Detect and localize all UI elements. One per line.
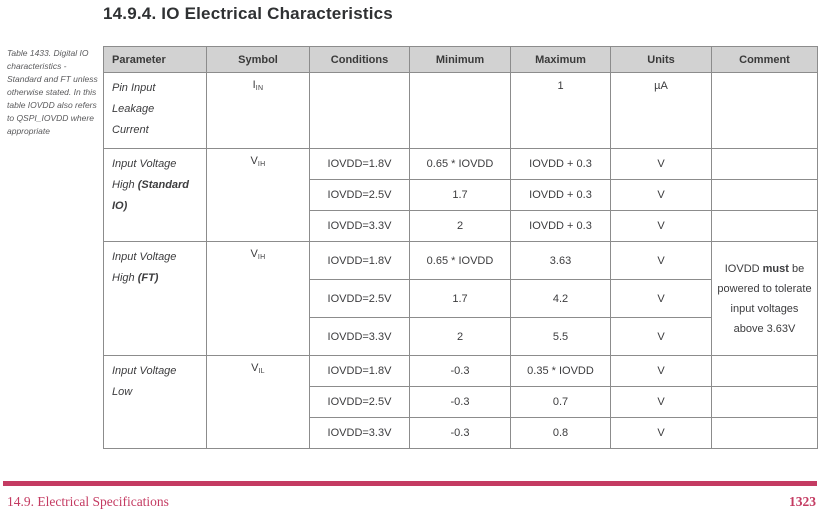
minimum-cell: -0.3 [409, 417, 511, 449]
condition-cell: IOVDD=1.8V [309, 241, 410, 280]
column-header-maximum: Maximum [510, 46, 611, 73]
minimum-cell: 2 [409, 317, 511, 356]
io-electrical-characteristics-table: Parameter Symbol Conditions Minimum Maxi… [103, 46, 818, 449]
footer-page-number: 1323 [789, 494, 816, 509]
minimum-cell: 2 [409, 210, 511, 242]
minimum-cell: 1.7 [409, 279, 511, 318]
units-cell: µA [610, 72, 712, 149]
minimum-cell [409, 72, 511, 149]
units-cell: V [610, 241, 712, 280]
parameter-text: Input Voltage High [112, 158, 177, 191]
comment-cell [711, 417, 818, 449]
condition-cell: IOVDD=1.8V [309, 148, 410, 180]
condition-cell: IOVDD=2.5V [309, 279, 410, 318]
units-cell: V [610, 279, 712, 318]
column-header-comment: Comment [711, 46, 818, 73]
table-row: IOVDD=2.5V 1.7 4.2 V [104, 279, 818, 318]
column-header-minimum: Minimum [409, 46, 511, 73]
parameter-text: Pin Input Leakage Current [112, 82, 156, 136]
parameter-text: Input Voltage Low [112, 365, 177, 398]
units-cell: V [610, 417, 712, 449]
symbol-base: V [250, 155, 258, 167]
comment-cell [711, 148, 818, 180]
condition-cell: IOVDD=3.3V [309, 417, 410, 449]
column-header-symbol: Symbol [206, 46, 310, 73]
maximum-cell: 5.5 [510, 317, 611, 356]
minimum-cell: 0.65 * IOVDD [409, 148, 511, 180]
symbol-subscript: IH [257, 254, 266, 261]
units-cell: V [610, 210, 712, 242]
units-cell: V [610, 148, 712, 180]
maximum-cell: 3.63 [510, 241, 611, 280]
symbol-subscript: IH [257, 161, 266, 168]
table-row: IOVDD=3.3V 2 5.5 V [104, 317, 818, 356]
units-cell: V [610, 386, 712, 418]
condition-cell: IOVDD=2.5V [309, 386, 410, 418]
comment-text: IOVDD [724, 262, 763, 275]
minimum-cell: 0.65 * IOVDD [409, 241, 511, 280]
condition-cell [309, 72, 410, 149]
symbol-base: I [252, 79, 256, 91]
maximum-cell: 4.2 [510, 279, 611, 318]
table-header-row: Parameter Symbol Conditions Minimum Maxi… [103, 46, 818, 73]
parameter-cell: Pin Input Leakage Current [103, 72, 207, 149]
units-cell: V [610, 179, 712, 211]
condition-cell: IOVDD=2.5V [309, 179, 410, 211]
column-header-units: Units [610, 46, 712, 73]
maximum-cell: 1 [510, 72, 611, 149]
table-row: Input Voltage High (FT) VIH IOVDD=1.8V 0… [103, 241, 818, 356]
condition-cell: IOVDD=3.3V [309, 210, 410, 242]
units-cell: V [610, 317, 712, 356]
parameter-bold-text: (Standard IO) [112, 179, 190, 212]
table-row: Input Voltage Low VIL IOVDD=1.8V -0.3 0.… [103, 355, 818, 449]
maximum-cell: 0.7 [510, 386, 611, 418]
table-row: IOVDD=3.3V -0.3 0.8 V [104, 417, 818, 449]
page-footer: 14.9. Electrical Specifications 1323 [7, 494, 816, 510]
table-row: Input Voltage High (Standard IO) VIH IOV… [103, 148, 818, 242]
units-cell: V [610, 355, 712, 387]
comment-cell: IOVDD must be powered to tolerate input … [711, 241, 818, 356]
symbol-subscript: IL [258, 368, 265, 375]
parameter-bold-text: (FT) [137, 272, 159, 284]
comment-cell [711, 355, 818, 387]
comment-bold-text: must [762, 262, 789, 275]
comment-cell [711, 386, 818, 418]
table-row: IOVDD=2.5V -0.3 0.7 V [104, 386, 818, 418]
symbol-subscript: IN [255, 85, 264, 92]
footer-section-title: 14.9. Electrical Specifications [7, 494, 169, 509]
maximum-cell: IOVDD + 0.3 [510, 210, 611, 242]
comment-cell [711, 179, 818, 211]
table-caption-note: Table 1433. Digital IO characteristics -… [7, 48, 98, 136]
column-header-conditions: Conditions [309, 46, 410, 73]
symbol-cell: VIL [206, 355, 310, 449]
minimum-cell: -0.3 [409, 355, 511, 387]
comment-text: be powered to tolerate input voltages ab… [717, 262, 812, 335]
maximum-cell: 0.35 * IOVDD [510, 355, 611, 387]
symbol-base: V [251, 362, 259, 374]
parameter-cell: Input Voltage High (FT) [103, 241, 207, 356]
symbol-cell: VIH [206, 241, 310, 356]
condition-cell: IOVDD=1.8V [309, 355, 410, 387]
maximum-cell: 0.8 [510, 417, 611, 449]
table-row: Pin Input Leakage Current IIN 1 µA [103, 72, 818, 149]
parameter-cell: Input Voltage Low [103, 355, 207, 449]
symbol-base: V [250, 248, 258, 260]
parameter-text: Input Voltage High [112, 251, 177, 284]
minimum-cell: 1.7 [409, 179, 511, 211]
parameter-cell: Input Voltage High (Standard IO) [103, 148, 207, 242]
page-title: 14.9.4. IO Electrical Characteristics [103, 4, 393, 23]
minimum-cell: -0.3 [409, 386, 511, 418]
footer-divider-bar [3, 481, 817, 486]
symbol-cell: VIH [206, 148, 310, 242]
column-header-parameter: Parameter [103, 46, 207, 73]
maximum-cell: IOVDD + 0.3 [510, 179, 611, 211]
comment-cell [711, 210, 818, 242]
maximum-cell: IOVDD + 0.3 [510, 148, 611, 180]
comment-cell [711, 72, 818, 149]
symbol-cell: IIN [206, 72, 310, 149]
condition-cell: IOVDD=3.3V [309, 317, 410, 356]
